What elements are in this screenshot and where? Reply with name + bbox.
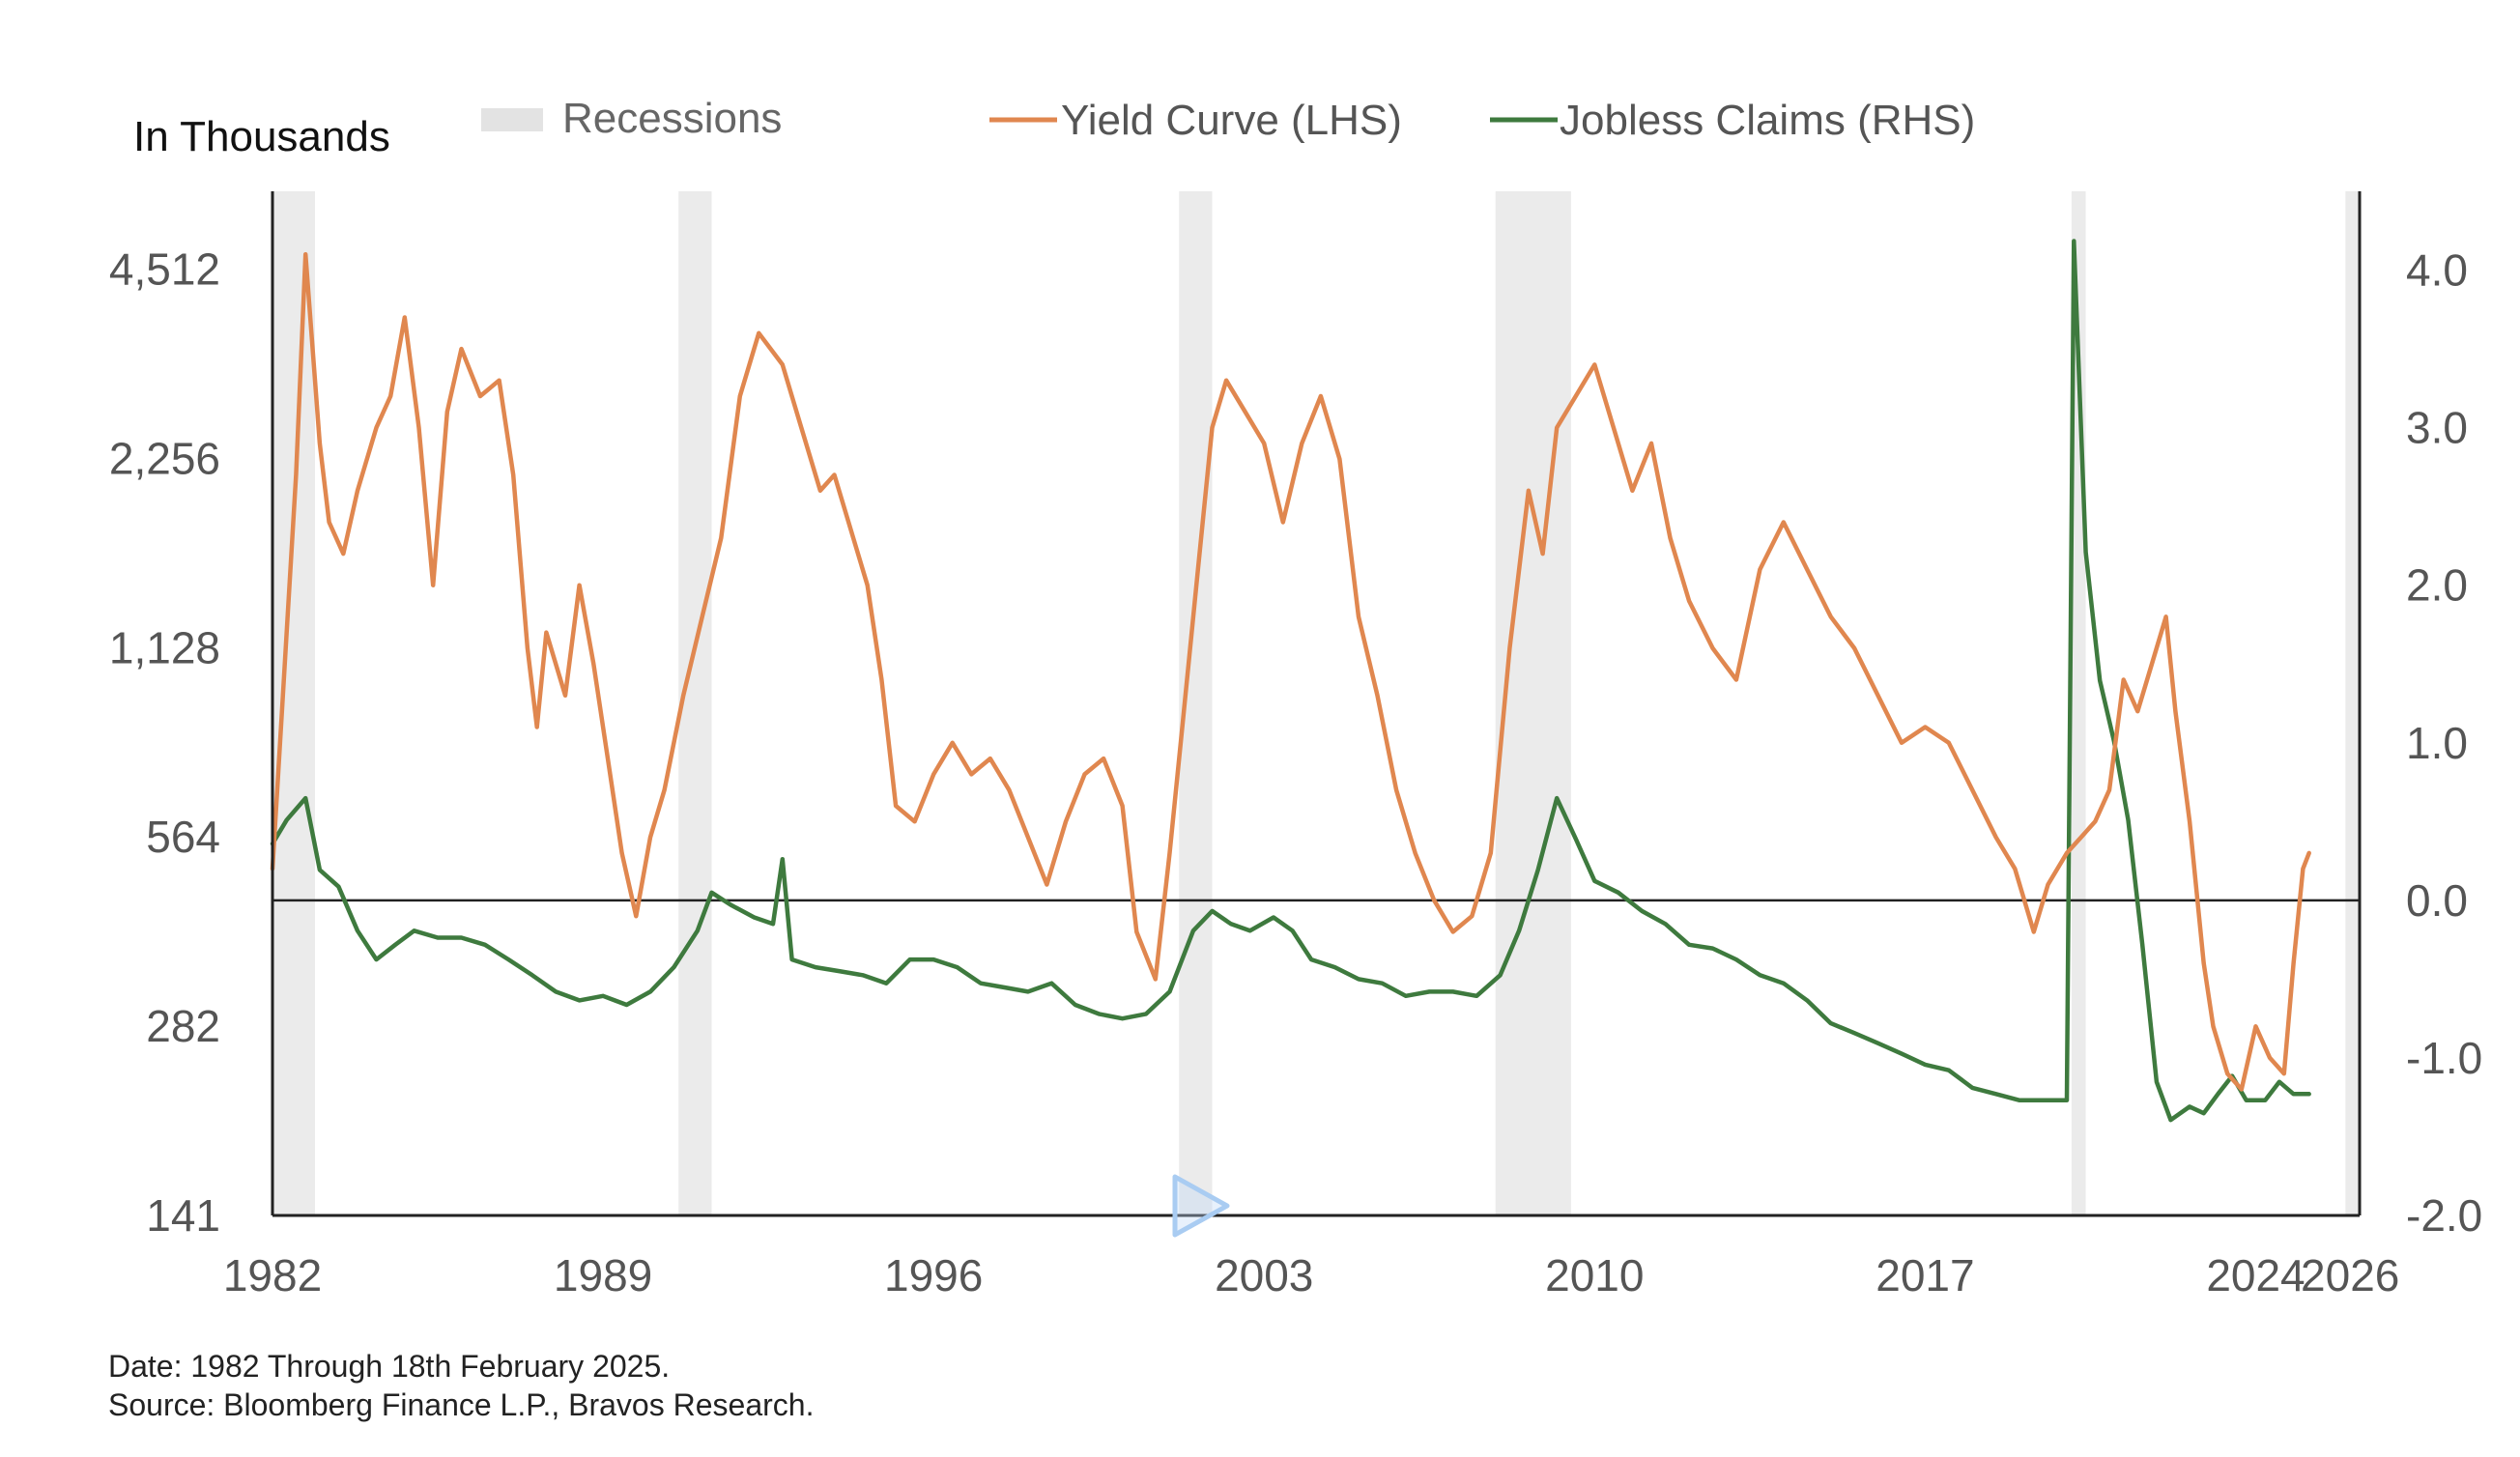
series-lines <box>270 239 2311 1123</box>
left-tick-label: 1,128 <box>109 622 220 672</box>
x-tick-label: 2003 <box>1215 1250 1313 1300</box>
legend: In Thousands Recessions Yield Curve (LHS… <box>133 95 1975 160</box>
jobless-claims-legend-label: Jobless Claims (RHS) <box>1560 97 1975 144</box>
right-tick-label: 0.0 <box>2406 875 2468 926</box>
recession-band-0 <box>272 191 315 1215</box>
play-icon[interactable] <box>1167 1171 1235 1241</box>
recession-bands <box>272 191 2360 1215</box>
x-tick-label: 2010 <box>1545 1250 1644 1300</box>
right-tick-label: -2.0 <box>2406 1190 2482 1241</box>
recession-band-5 <box>2345 191 2360 1215</box>
yield-curve-legend-label: Yield Curve (LHS) <box>1061 97 1402 144</box>
recessions-legend-swatch <box>481 108 543 131</box>
left-tick-label: 564 <box>146 812 220 862</box>
recession-band-1 <box>678 191 712 1215</box>
footnote-source: Source: Bloomberg Finance L.P., Bravos R… <box>108 1387 815 1422</box>
left-tick-label: 2,256 <box>109 433 220 483</box>
footnote-date: Date: 1982 Through 18th February 2025. <box>108 1349 671 1384</box>
jobless-claims-line <box>270 239 2311 1123</box>
left-tick-label: 141 <box>146 1190 220 1241</box>
right-tick-label: 2.0 <box>2406 560 2468 611</box>
x-tick-label: 1996 <box>884 1250 983 1300</box>
x-tick-label: 2024 <box>2206 1250 2305 1300</box>
recessions-legend-label: Recessions <box>562 95 782 142</box>
right-tick-label: 4.0 <box>2406 245 2468 296</box>
axes <box>271 191 2362 1217</box>
tick-labels: 4,512 2,256 1,128 564 282 141 4.0 3.0 2.0 1.0 0.0 -… <box>109 244 2482 1300</box>
unit-label: In Thousands <box>133 113 390 160</box>
recession-band-3 <box>1495 191 1571 1215</box>
x-tick-label: 1989 <box>554 1250 652 1300</box>
x-tick-label: 1982 <box>223 1250 322 1300</box>
x-tick-label: 2017 <box>1876 1250 1974 1300</box>
yield-curve-line <box>270 251 2311 1092</box>
right-tick-label: -1.0 <box>2406 1033 2482 1083</box>
left-tick-label: 4,512 <box>109 244 220 295</box>
left-tick-label: 282 <box>146 1001 220 1051</box>
right-tick-label: 3.0 <box>2406 403 2468 453</box>
right-tick-label: 1.0 <box>2406 718 2468 768</box>
x-tick-label: 2026 <box>2301 1250 2399 1300</box>
